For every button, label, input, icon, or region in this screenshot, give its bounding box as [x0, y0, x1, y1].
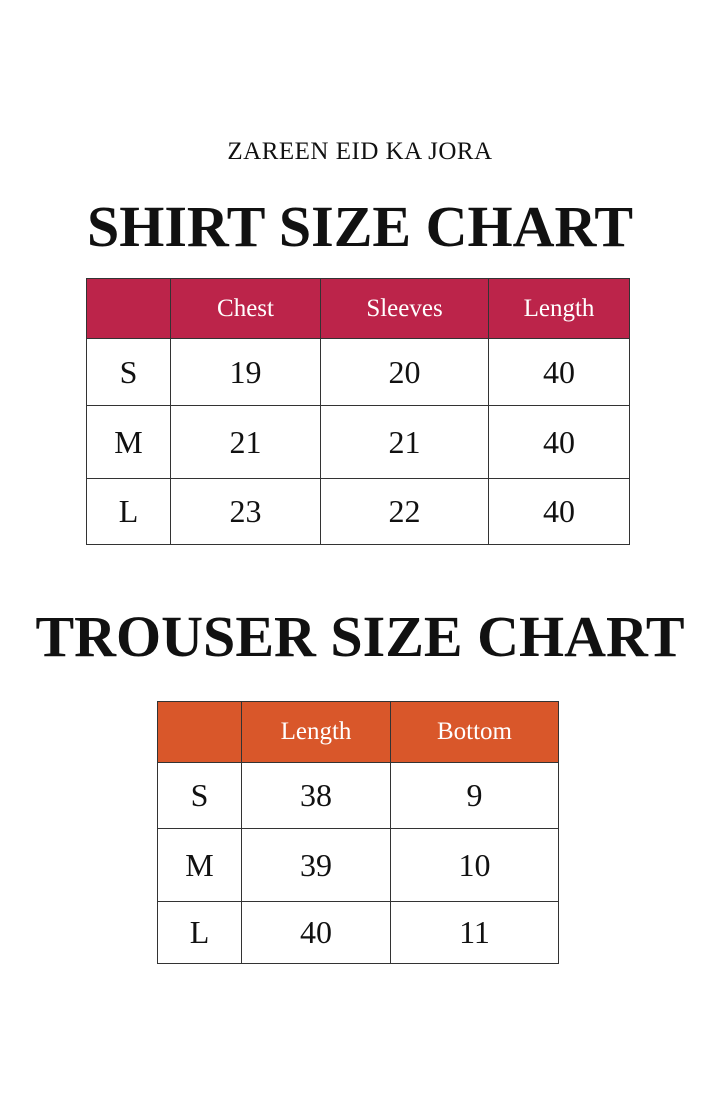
- header-cell-chest: Chest: [170, 278, 321, 339]
- table-row: L 23 22 40: [86, 478, 630, 545]
- chest-cell: 23: [170, 478, 321, 545]
- table-header-row: Chest Sleeves Length: [86, 278, 630, 339]
- table-header-row: Length Bottom: [157, 701, 559, 763]
- size-cell: S: [86, 338, 171, 406]
- size-cell: L: [86, 478, 171, 545]
- size-cell: L: [157, 901, 242, 964]
- trouser-chart-title: TROUSER SIZE CHART: [35, 604, 685, 669]
- length-cell: 38: [241, 762, 391, 829]
- table-row: S 19 20 40: [86, 338, 630, 406]
- size-cell: M: [86, 405, 171, 479]
- table-row: S 38 9: [157, 762, 559, 829]
- brand-subtitle: ZAREEN EID KA JORA: [227, 138, 493, 165]
- length-cell: 40: [488, 405, 630, 479]
- trouser-size-table: Length Bottom S 38 9 M 39 10 L 40 11: [157, 701, 559, 964]
- sleeves-cell: 20: [320, 338, 489, 406]
- size-cell: M: [157, 828, 242, 902]
- header-cell-size: [157, 701, 242, 763]
- bottom-cell: 10: [390, 828, 559, 902]
- header-cell-length: Length: [241, 701, 391, 763]
- length-cell: 39: [241, 828, 391, 902]
- shirt-chart-title: SHIRT SIZE CHART: [86, 194, 634, 259]
- chest-cell: 19: [170, 338, 321, 406]
- header-cell-size: [86, 278, 171, 339]
- shirt-size-table: Chest Sleeves Length S 19 20 40 M 21 21 …: [86, 278, 630, 545]
- size-cell: S: [157, 762, 242, 829]
- table-row: M 21 21 40: [86, 405, 630, 479]
- bottom-cell: 9: [390, 762, 559, 829]
- table-row: M 39 10: [157, 828, 559, 902]
- bottom-cell: 11: [390, 901, 559, 964]
- table-row: L 40 11: [157, 901, 559, 964]
- length-cell: 40: [488, 478, 630, 545]
- sleeves-cell: 21: [320, 405, 489, 479]
- length-cell: 40: [488, 338, 630, 406]
- header-cell-sleeves: Sleeves: [320, 278, 489, 339]
- chest-cell: 21: [170, 405, 321, 479]
- header-cell-length: Length: [488, 278, 630, 339]
- sleeves-cell: 22: [320, 478, 489, 545]
- length-cell: 40: [241, 901, 391, 964]
- header-cell-bottom: Bottom: [390, 701, 559, 763]
